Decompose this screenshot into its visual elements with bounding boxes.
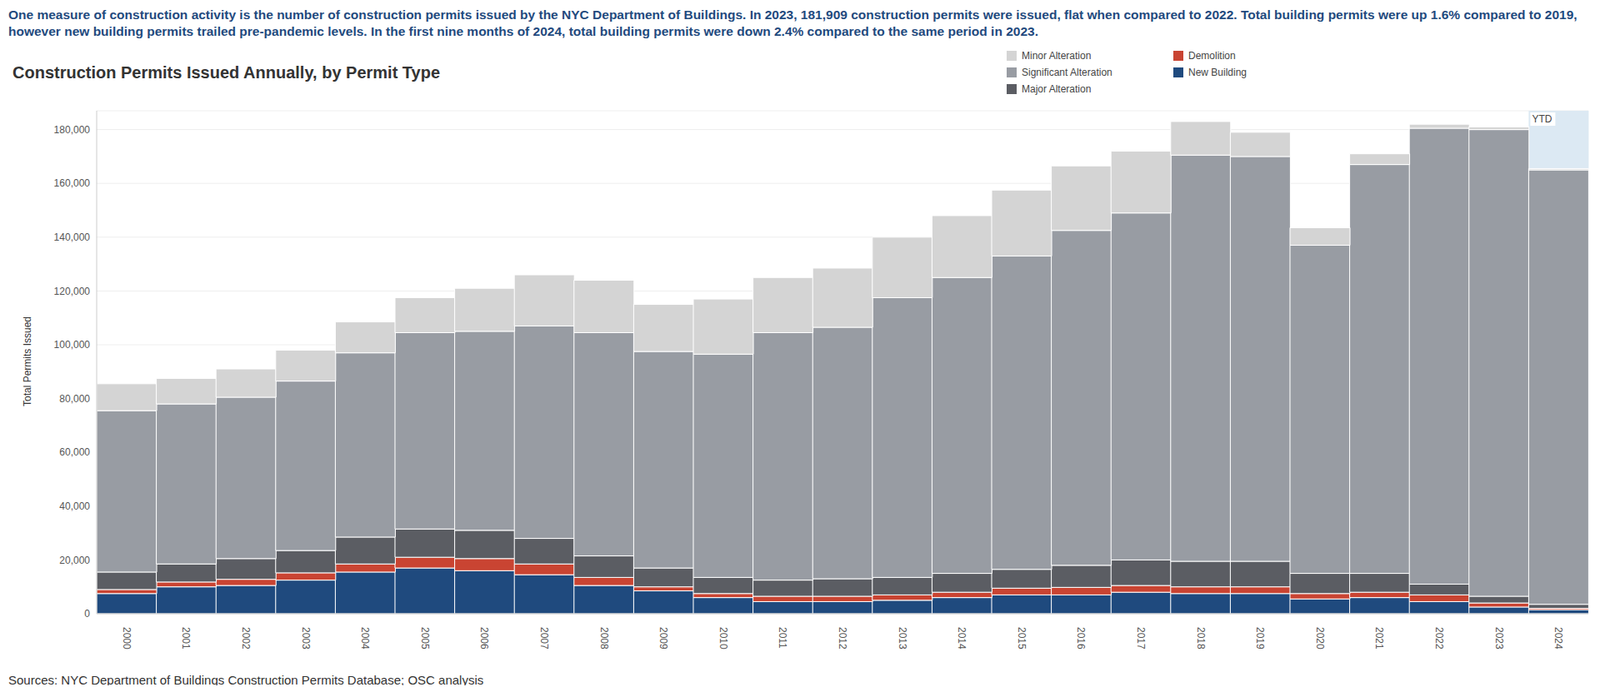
html-text:Construction Permits Issued An: Construction Permits Issued Annually, by… — [12, 63, 441, 82]
svg-text:2024: 2024 — [1552, 627, 1565, 650]
svg-text:2015: 2015 — [1015, 627, 1028, 650]
svg-text:180,000: 180,000 — [54, 124, 91, 136]
svg-text:2011: 2011 — [776, 627, 789, 650]
svg-text:100,000: 100,000 — [54, 339, 91, 351]
html-text:Major Alteration: Major Alteration — [1021, 83, 1092, 95]
svg-text:2004: 2004 — [359, 627, 371, 650]
svg-text:2022: 2022 — [1433, 627, 1445, 650]
svg-text:2010: 2010 — [717, 627, 730, 650]
html-text:One measure of construction ac: One measure of construction activity is … — [8, 7, 1578, 39]
svg-text:2007: 2007 — [538, 627, 550, 650]
svg-text:2000: 2000 — [120, 627, 133, 650]
svg-text:60,000: 60,000 — [59, 446, 90, 459]
svg-text:80,000: 80,000 — [59, 393, 90, 405]
html-text:Demolition: Demolition — [1188, 50, 1236, 62]
svg-text:2021: 2021 — [1373, 627, 1385, 650]
svg-text:2008: 2008 — [598, 627, 610, 650]
svg-text:2018: 2018 — [1195, 627, 1207, 650]
svg-text:2013: 2013 — [896, 627, 909, 650]
svg-text:2017: 2017 — [1135, 627, 1147, 650]
svg-text:20,000: 20,000 — [59, 555, 90, 567]
svg-text:2005: 2005 — [419, 627, 431, 650]
svg-text:YTD: YTD — [1531, 113, 1552, 125]
html-text:New Building: New Building — [1188, 66, 1247, 79]
svg-text:120,000: 120,000 — [54, 285, 91, 298]
svg-text:160,000: 160,000 — [54, 177, 91, 190]
svg-text:2023: 2023 — [1493, 627, 1505, 650]
svg-text:2020: 2020 — [1314, 627, 1326, 650]
svg-text:2003: 2003 — [300, 627, 312, 650]
svg-text:2012: 2012 — [836, 627, 849, 650]
svg-text:0: 0 — [84, 608, 90, 620]
svg-text:2001: 2001 — [180, 627, 192, 650]
html-text:Significant Alteration: Significant Alteration — [1021, 66, 1113, 79]
svg-text:140,000: 140,000 — [54, 231, 91, 244]
svg-text:40,000: 40,000 — [59, 500, 90, 513]
html-text:Minor Alteration: Minor Alteration — [1021, 50, 1092, 62]
svg-text:2016: 2016 — [1075, 627, 1087, 650]
html-text:Total Permits Issued: Total Permits Issued — [21, 316, 34, 407]
svg-text:2002: 2002 — [240, 627, 252, 650]
svg-text:2019: 2019 — [1254, 627, 1266, 650]
svg-text:2014: 2014 — [955, 627, 968, 650]
svg-text:2006: 2006 — [478, 627, 490, 650]
svg-text:2009: 2009 — [657, 627, 670, 650]
